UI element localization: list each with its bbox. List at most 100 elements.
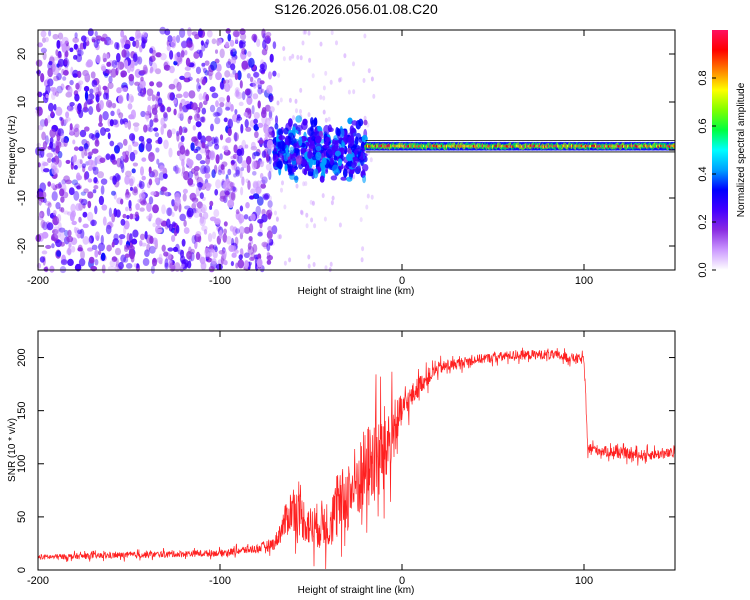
spectrogram-cell — [288, 118, 293, 128]
spectrogram-cell — [168, 83, 176, 90]
spectrogram-cell — [361, 134, 368, 144]
spectrogram-y-tick-label: 10 — [16, 96, 28, 108]
spectrogram-cell — [140, 200, 148, 206]
spectrogram-cell — [237, 154, 243, 164]
spectrogram-cell — [279, 97, 283, 103]
spectrogram-cell — [221, 249, 227, 259]
spectrogram-cell — [107, 265, 115, 271]
spectrogram-cell — [94, 205, 98, 215]
spectrogram-cell — [126, 65, 131, 74]
spectrogram-cell — [154, 132, 160, 138]
spectrogram-cell — [126, 92, 130, 102]
spectrogram-cell — [247, 242, 252, 250]
spectrogram-cell — [214, 143, 220, 150]
spectrogram-cell — [322, 85, 326, 91]
snr-x-tick-label: 100 — [575, 575, 593, 587]
spectrogram-cell — [266, 130, 270, 136]
spectrogram-cell — [60, 196, 65, 203]
spectrogram-cell — [227, 127, 232, 137]
spectrogram-cell — [108, 207, 112, 218]
spectrogram-y-label: Frequency (Hz) — [7, 116, 18, 185]
figure-title: S126.2026.056.01.08.C20 — [274, 1, 438, 17]
spectrogram-cell — [183, 227, 190, 235]
spectrogram-cell — [168, 147, 173, 158]
spectrogram-cell — [223, 259, 228, 266]
spectrogram-cell — [119, 118, 124, 125]
spectrogram-cell — [119, 160, 125, 170]
spectrogram-cell — [370, 76, 374, 82]
spectrogram-cell — [227, 33, 232, 42]
spectrogram-cell — [146, 88, 154, 97]
spectrogram-cell — [262, 33, 266, 42]
spectrogram-cell — [60, 83, 65, 91]
spectrogram-cell — [259, 67, 266, 74]
spectrogram-cell — [91, 166, 97, 171]
spectrogram-cell — [111, 190, 116, 196]
spectrogram-cell — [255, 205, 261, 216]
spectrogram-cell — [116, 87, 122, 94]
spectrogram-cell — [105, 224, 112, 235]
spectrogram-cell — [267, 200, 273, 208]
spectrogram-cell — [239, 28, 246, 36]
spectrogram-cell — [283, 204, 287, 210]
snr-series-line — [37, 347, 675, 570]
spectrogram-cell — [79, 129, 87, 138]
spectrogram-cell — [174, 196, 181, 207]
spectrogram-cell — [72, 73, 78, 78]
spectrogram-cell — [151, 107, 158, 115]
spectrogram-cell — [158, 171, 165, 181]
spectrogram-cell — [52, 209, 57, 216]
spectrogram-cell — [147, 95, 152, 101]
spectrogram-y-tick-label: -10 — [16, 190, 28, 206]
spectrogram-cell — [209, 104, 216, 113]
spectrogram-cell — [272, 41, 277, 49]
spectrogram-cell — [98, 122, 103, 127]
spectrogram-cell — [307, 171, 314, 177]
spectrogram-cell — [204, 172, 211, 179]
spectrogram-cell — [225, 41, 230, 48]
spectrogram-cell — [72, 139, 76, 145]
spectrogram-cell — [167, 35, 173, 43]
spectrogram-cell — [44, 265, 49, 273]
spectrogram-cell — [193, 210, 200, 218]
spectrogram-cell — [234, 72, 239, 81]
spectrogram-cell — [148, 56, 153, 67]
spectrogram-cell — [230, 63, 236, 71]
colorbar-ticks: 0.0 0.2 0.4 0.6 0.8 — [697, 70, 716, 278]
spectrogram-cell — [153, 127, 159, 132]
spectrogram-cell — [227, 199, 235, 208]
spectrogram-cell — [143, 124, 148, 133]
spectrogram-cell — [104, 72, 109, 78]
spectrogram-cell — [266, 88, 270, 93]
spectrogram-cell — [319, 41, 323, 47]
spectrogram-cell — [139, 207, 145, 212]
spectrogram-cell — [311, 73, 315, 79]
spectrogram-cell — [64, 50, 69, 58]
spectrogram-cell — [295, 155, 303, 166]
spectrogram-cell — [278, 234, 282, 240]
spectrogram-cell — [173, 108, 177, 116]
spectrogram-cell — [211, 92, 219, 99]
spectrogram-cell — [338, 222, 342, 228]
spectrogram-cell — [121, 38, 125, 49]
spectrogram-cell — [239, 41, 246, 49]
spectrogram-cell — [302, 118, 308, 126]
spectrogram-cell — [124, 194, 130, 201]
spectrogram-cell — [232, 226, 238, 236]
spectrogram-cell — [62, 76, 67, 81]
spectrogram-cell — [120, 254, 127, 263]
spectrogram-cell — [185, 103, 193, 110]
spectrogram-cell — [147, 104, 152, 115]
spectrogram-cell — [43, 197, 47, 204]
spectrogram-cell — [203, 164, 211, 174]
spectrogram-cell — [183, 219, 187, 227]
spectrogram-cell — [149, 235, 154, 245]
spectrogram-cell — [95, 95, 99, 102]
spectrogram-cell — [116, 174, 122, 181]
spectrogram-cell — [166, 129, 173, 139]
spectrogram-cell — [200, 204, 207, 214]
spectrogram-cell — [55, 183, 62, 189]
spectrogram-cell — [181, 263, 185, 268]
spectrogram-cell — [269, 195, 272, 201]
spectrogram-cell — [93, 85, 98, 94]
